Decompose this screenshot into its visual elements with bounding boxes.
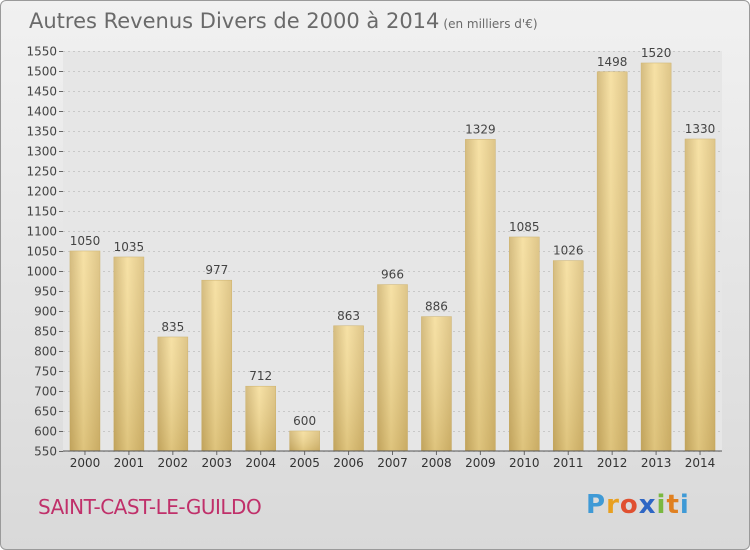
bar-shade xyxy=(69,251,100,451)
y-tick-label: 900 xyxy=(34,305,57,319)
logo-letter: t xyxy=(666,490,680,520)
x-tick-label: 2008 xyxy=(421,456,452,470)
gridlines xyxy=(59,51,722,452)
y-tick-label: 1350 xyxy=(26,125,57,139)
bar-value-label: 1498 xyxy=(597,55,628,69)
y-tick-label: 1550 xyxy=(26,45,57,59)
x-tick-label: 2010 xyxy=(509,456,540,470)
chart-title-text: Autres Revenus Divers de 2000 à 2014 xyxy=(29,9,440,33)
y-tick-label: 850 xyxy=(34,325,57,339)
bar-value-label: 1330 xyxy=(685,122,716,136)
y-tick-label: 1400 xyxy=(26,105,57,119)
x-tick-label: 2003 xyxy=(201,456,232,470)
y-tick-label: 600 xyxy=(34,425,57,439)
x-tick-label: 2009 xyxy=(465,456,496,470)
bar-value-label: 1035 xyxy=(114,240,145,254)
bar-value-label: 966 xyxy=(381,268,404,282)
x-tick-label: 2005 xyxy=(289,456,320,470)
y-tick-label: 1050 xyxy=(26,245,57,259)
x-tick-label: 2002 xyxy=(158,456,189,470)
bar-shade xyxy=(421,316,452,451)
y-tick-label: 800 xyxy=(34,345,57,359)
bars xyxy=(69,62,716,452)
bar-value-label: 977 xyxy=(205,263,228,277)
bar-shade xyxy=(333,325,364,451)
y-tick-label: 1300 xyxy=(26,145,57,159)
bar-value-label: 886 xyxy=(425,300,448,314)
bar-value-label: 863 xyxy=(337,309,360,323)
chart-subtitle: (en milliers d'€) xyxy=(443,17,538,31)
x-tick-label: 2001 xyxy=(114,456,145,470)
town-name: SAINT-CAST-LE-GUILDO xyxy=(38,495,262,519)
x-tick-label: 2014 xyxy=(685,456,716,470)
logo-letter: i xyxy=(679,490,690,520)
y-tick-label: 1150 xyxy=(26,205,57,219)
bar-value-label: 1085 xyxy=(509,220,540,234)
y-tick-label: 1450 xyxy=(26,85,57,99)
y-tick-label: 650 xyxy=(34,405,57,419)
x-tick-label: 2011 xyxy=(553,456,584,470)
logo-letter: P xyxy=(586,490,607,520)
logo-letter: r xyxy=(606,490,620,520)
y-tick-label: 1200 xyxy=(26,185,57,199)
bar-value-label: 712 xyxy=(249,369,272,383)
value-labels: 1050 1035 835 977 712 600 863 966 886 1329 1085 102… xyxy=(70,46,716,428)
bar-value-label: 1329 xyxy=(465,122,496,136)
bar-shade xyxy=(597,71,628,452)
x-tick-label: 2006 xyxy=(333,456,364,470)
proxiti-logo: Proxiti xyxy=(586,490,690,520)
bar-shade xyxy=(509,237,540,451)
bar-value-label: 1050 xyxy=(70,234,101,248)
bar-value-label: 600 xyxy=(293,414,316,428)
y-axis-labels: 550 600 650 700 750 800 850 900 950 1000 1050 1100 1… xyxy=(26,45,57,459)
bar-value-label: 835 xyxy=(161,320,184,334)
x-tick-label: 2004 xyxy=(245,456,276,470)
logo-letter: x xyxy=(638,490,657,520)
bar-shade xyxy=(245,386,276,451)
bar-shade xyxy=(157,337,188,451)
y-tick-label: 1000 xyxy=(26,265,57,279)
x-tick-label: 2000 xyxy=(70,456,101,470)
bar-shade xyxy=(641,63,672,451)
chart-title: Autres Revenus Divers de 2000 à 2014 (en … xyxy=(29,9,538,33)
bar-shade xyxy=(465,139,496,451)
logo-letter: i xyxy=(656,490,667,520)
bar-shade xyxy=(289,431,320,451)
bar-shade xyxy=(553,260,584,451)
y-tick-label: 750 xyxy=(34,365,57,379)
x-tick-label: 2012 xyxy=(597,456,628,470)
bar-shade xyxy=(377,284,408,451)
bar-value-label: 1520 xyxy=(641,46,672,60)
y-tick-label: 1100 xyxy=(26,225,57,239)
bar-shade xyxy=(685,139,716,451)
x-axis-labels: 2000 2001 2002 2003 2004 2005 2006 2007 2008 2009… xyxy=(70,451,716,470)
bar-value-label: 1026 xyxy=(553,244,584,258)
y-tick-label: 550 xyxy=(34,445,57,459)
x-tick-label: 2013 xyxy=(641,456,672,470)
bar-shade xyxy=(201,280,232,451)
y-tick-label: 1250 xyxy=(26,165,57,179)
logo-letter: o xyxy=(619,490,639,520)
x-tick-label: 2007 xyxy=(377,456,408,470)
bar-shade xyxy=(113,257,144,451)
y-tick-label: 700 xyxy=(34,385,57,399)
y-tick-label: 1500 xyxy=(26,65,57,79)
y-tick-label: 950 xyxy=(34,285,57,299)
